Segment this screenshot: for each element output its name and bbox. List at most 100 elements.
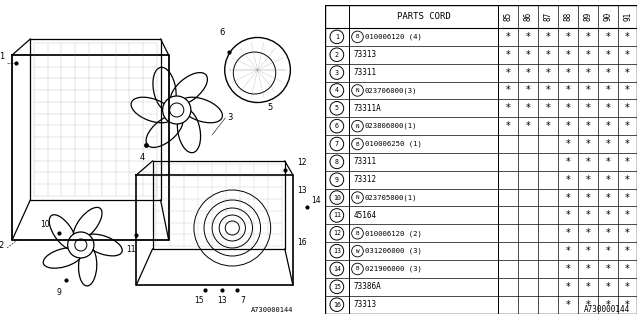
Text: *: * (566, 211, 570, 220)
Circle shape (351, 263, 364, 275)
Text: *: * (546, 32, 550, 42)
Text: *: * (586, 68, 590, 77)
Text: *: * (586, 300, 590, 310)
Circle shape (170, 103, 184, 117)
Circle shape (330, 191, 344, 204)
Text: *: * (605, 68, 610, 77)
Text: *: * (605, 50, 610, 60)
Text: 87: 87 (543, 12, 552, 21)
Circle shape (330, 209, 344, 222)
Text: *: * (605, 121, 610, 131)
Text: *: * (605, 246, 610, 256)
Circle shape (330, 30, 344, 44)
Text: 023706000(3): 023706000(3) (365, 87, 417, 94)
Text: 1: 1 (335, 34, 339, 40)
Text: 73313: 73313 (353, 300, 376, 309)
Text: 14: 14 (333, 266, 341, 272)
Text: 031206000 (3): 031206000 (3) (365, 248, 422, 254)
Text: *: * (625, 193, 630, 203)
Text: 7: 7 (335, 141, 339, 147)
Text: *: * (605, 193, 610, 203)
Text: 89: 89 (583, 12, 592, 21)
Text: B: B (356, 231, 359, 236)
Circle shape (330, 48, 344, 61)
Text: *: * (586, 246, 590, 256)
Text: *: * (586, 121, 590, 131)
Text: *: * (625, 50, 630, 60)
Text: *: * (566, 50, 570, 60)
Text: *: * (625, 211, 630, 220)
Circle shape (351, 245, 364, 257)
Text: *: * (506, 32, 511, 42)
Circle shape (330, 244, 344, 258)
Text: *: * (586, 139, 590, 149)
Text: *: * (625, 246, 630, 256)
Text: *: * (586, 193, 590, 203)
Text: 4: 4 (140, 153, 145, 162)
Text: 73313: 73313 (353, 50, 376, 59)
Text: *: * (605, 264, 610, 274)
Text: B: B (356, 267, 359, 271)
Text: 12: 12 (297, 158, 307, 167)
Text: *: * (546, 121, 550, 131)
Text: 88: 88 (563, 12, 572, 21)
Text: 9: 9 (335, 177, 339, 183)
Text: *: * (605, 300, 610, 310)
Text: *: * (605, 211, 610, 220)
Text: *: * (566, 300, 570, 310)
Text: 86: 86 (524, 12, 532, 21)
Text: 16: 16 (333, 302, 341, 308)
Text: 2: 2 (335, 52, 339, 58)
Text: *: * (625, 300, 630, 310)
Text: *: * (625, 68, 630, 77)
Text: A730000144: A730000144 (250, 307, 293, 313)
Circle shape (330, 280, 344, 294)
Text: N: N (356, 195, 359, 200)
Text: 11: 11 (127, 245, 136, 254)
Text: *: * (605, 139, 610, 149)
Text: *: * (586, 228, 590, 238)
Text: 73311: 73311 (353, 157, 376, 166)
Text: 91: 91 (623, 12, 632, 21)
Text: 10: 10 (40, 220, 51, 229)
Text: *: * (526, 121, 531, 131)
Text: *: * (566, 103, 570, 113)
Text: *: * (546, 85, 550, 95)
Text: 13: 13 (218, 296, 227, 305)
Circle shape (351, 138, 364, 150)
Text: *: * (586, 211, 590, 220)
Text: 4: 4 (335, 87, 339, 93)
Text: *: * (586, 264, 590, 274)
Text: 15: 15 (333, 284, 341, 290)
Text: *: * (586, 32, 590, 42)
Text: *: * (546, 68, 550, 77)
Text: 010006250 (1): 010006250 (1) (365, 141, 422, 147)
Text: N: N (356, 124, 359, 129)
Text: *: * (605, 282, 610, 292)
Text: *: * (625, 103, 630, 113)
Circle shape (351, 192, 364, 203)
Circle shape (163, 96, 191, 124)
Text: *: * (625, 175, 630, 185)
Circle shape (351, 120, 364, 132)
Text: *: * (566, 157, 570, 167)
Text: 3: 3 (335, 69, 339, 76)
Text: *: * (625, 228, 630, 238)
Text: *: * (625, 32, 630, 42)
Text: 73312: 73312 (353, 175, 376, 184)
Text: 7: 7 (240, 296, 245, 305)
Text: 5: 5 (335, 105, 339, 111)
Circle shape (330, 298, 344, 311)
Text: *: * (586, 175, 590, 185)
Text: 021906000 (3): 021906000 (3) (365, 266, 422, 272)
Text: 45164: 45164 (353, 211, 376, 220)
Text: *: * (566, 282, 570, 292)
Text: 73311A: 73311A (353, 104, 381, 113)
Text: *: * (605, 157, 610, 167)
Circle shape (330, 101, 344, 115)
Text: *: * (625, 85, 630, 95)
Circle shape (330, 66, 344, 79)
Circle shape (330, 84, 344, 97)
Text: *: * (625, 264, 630, 274)
Text: 73386A: 73386A (353, 282, 381, 291)
